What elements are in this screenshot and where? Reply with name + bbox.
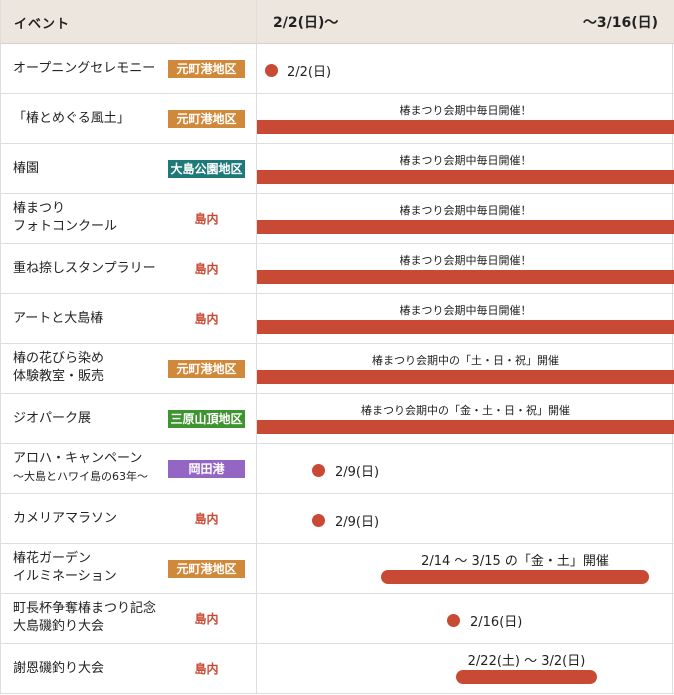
area-tag: 大島公園地区: [168, 160, 245, 178]
period-start-header: 2/2(日)～: [273, 15, 339, 31]
schedule-note: 椿まつり会期中の「金・土・日・祝」開催: [361, 404, 570, 417]
table-row: 「椿とめぐる風土」 元町港地区 椿まつり会期中毎日開催！: [1, 94, 674, 144]
period-end-header: ～3/16(日): [582, 15, 658, 31]
event-name: 町長杯争奪椿まつり記念: [13, 601, 157, 616]
event-name: 椿園: [13, 161, 40, 176]
schedule-bar: [257, 320, 674, 334]
event-name-line2: 体験教室・販売: [13, 369, 105, 384]
table-row: 椿まつり フォトコンクール 島内 椿まつり会期中毎日開催！: [1, 194, 674, 244]
table-header: イベント 2/2(日)～ ～3/16(日): [1, 0, 674, 44]
schedule-note: 椿まつり会期中毎日開催！: [399, 204, 532, 217]
schedule-bar: [257, 370, 674, 384]
event-name: 「椿とめぐる風土」: [13, 111, 130, 126]
schedule-note: 椿まつり会期中毎日開催！: [399, 304, 532, 317]
area-tag: 元町港地区: [168, 60, 245, 78]
area-tag: 島内: [194, 512, 219, 526]
schedule-bar: [257, 170, 674, 184]
schedule-bar: [257, 220, 674, 234]
event-name-line2: ～大島とハワイ島の63年～: [13, 470, 148, 483]
column-divider: [256, 0, 257, 694]
event-column-header: イベント: [14, 17, 71, 32]
area-tag: 島内: [194, 212, 219, 226]
event-date-dot: [447, 614, 460, 627]
area-tag: 岡田港: [168, 460, 245, 478]
event-name: 謝恩磯釣り大会: [13, 661, 105, 676]
schedule-bar: [381, 570, 649, 584]
event-date: 2/16(日): [470, 615, 523, 630]
schedule-note: 椿まつり会期中毎日開催！: [399, 104, 532, 117]
event-name-line2: イルミネーション: [13, 569, 117, 584]
table-row: 町長杯争奪椿まつり記念 大島磯釣り大会 島内 2/16(日): [1, 594, 674, 644]
event-date-dot: [312, 464, 325, 477]
event-name: カメリアマラソン: [13, 511, 118, 526]
event-name: 椿花ガーデン: [13, 551, 92, 566]
event-name: アロハ・キャンペーン: [13, 451, 143, 466]
schedule-bar: [257, 120, 674, 134]
area-tag: 元町港地区: [168, 560, 245, 578]
event-name: ジオパーク展: [13, 411, 92, 426]
table-row: 椿花ガーデン イルミネーション 元町港地区 2/14 ～ 3/15 の「金・土」…: [1, 544, 674, 594]
table-row: 椿の花びら染め 体験教室・販売 元町港地区 椿まつり会期中の「土・日・祝」開催: [1, 344, 674, 394]
area-tag: 三原山頂地区: [168, 410, 245, 428]
schedule-note: 椿まつり会期中毎日開催！: [399, 254, 532, 267]
area-tag: 島内: [194, 662, 219, 676]
schedule-note: 2/14 ～ 3/15 の「金・土」開催: [421, 554, 609, 569]
area-tag: 島内: [194, 312, 219, 326]
table-row: アロハ・キャンペーン ～大島とハワイ島の63年～ 岡田港 2/9(日): [1, 444, 674, 494]
schedule-note: 椿まつり会期中の「土・日・祝」開催: [372, 354, 559, 367]
event-date-dot: [312, 514, 325, 527]
event-name: オープニングセレモニー: [13, 61, 156, 76]
table-row: 重ね捺しスタンプラリー 島内 椿まつり会期中毎日開催！: [1, 244, 674, 294]
event-date: 2/9(日): [335, 515, 380, 530]
event-name: 重ね捺しスタンプラリー: [13, 261, 156, 276]
event-name-line2: 大島磯釣り大会: [13, 619, 105, 634]
table-row: 謝恩磯釣り大会 島内 2/22(土) ～ 3/2(日): [1, 644, 674, 694]
event-name: アートと大島椿: [13, 311, 104, 326]
area-tag: 元町港地区: [168, 110, 245, 128]
table-row: ジオパーク展 三原山頂地区 椿まつり会期中の「金・土・日・祝」開催: [1, 394, 674, 444]
table-row: オープニングセレモニー 元町港地区 2/2(日): [1, 44, 674, 94]
event-date: 2/9(日): [335, 465, 380, 480]
schedule-note: 椿まつり会期中毎日開催！: [399, 154, 532, 167]
table-row: カメリアマラソン 島内 2/9(日): [1, 494, 674, 544]
schedule-bar: [257, 420, 674, 434]
schedule-bar: [257, 270, 674, 284]
event-name: 椿まつり: [13, 201, 66, 216]
event-date: 2/2(日): [287, 65, 332, 80]
event-name: 椿の花びら染め: [13, 351, 105, 366]
table-row: 椿園 大島公園地区 椿まつり会期中毎日開催！: [1, 144, 674, 194]
table-row: アートと大島椿 島内 椿まつり会期中毎日開催！: [1, 294, 674, 344]
area-tag: 島内: [194, 612, 219, 626]
area-tag: 元町港地区: [168, 360, 245, 378]
schedule-bar: [456, 670, 597, 684]
schedule-note: 2/22(土) ～ 3/2(日): [467, 654, 586, 669]
event-name-line2: フォトコンクール: [13, 219, 118, 234]
area-tag: 島内: [194, 262, 219, 276]
event-date-dot: [265, 64, 278, 77]
